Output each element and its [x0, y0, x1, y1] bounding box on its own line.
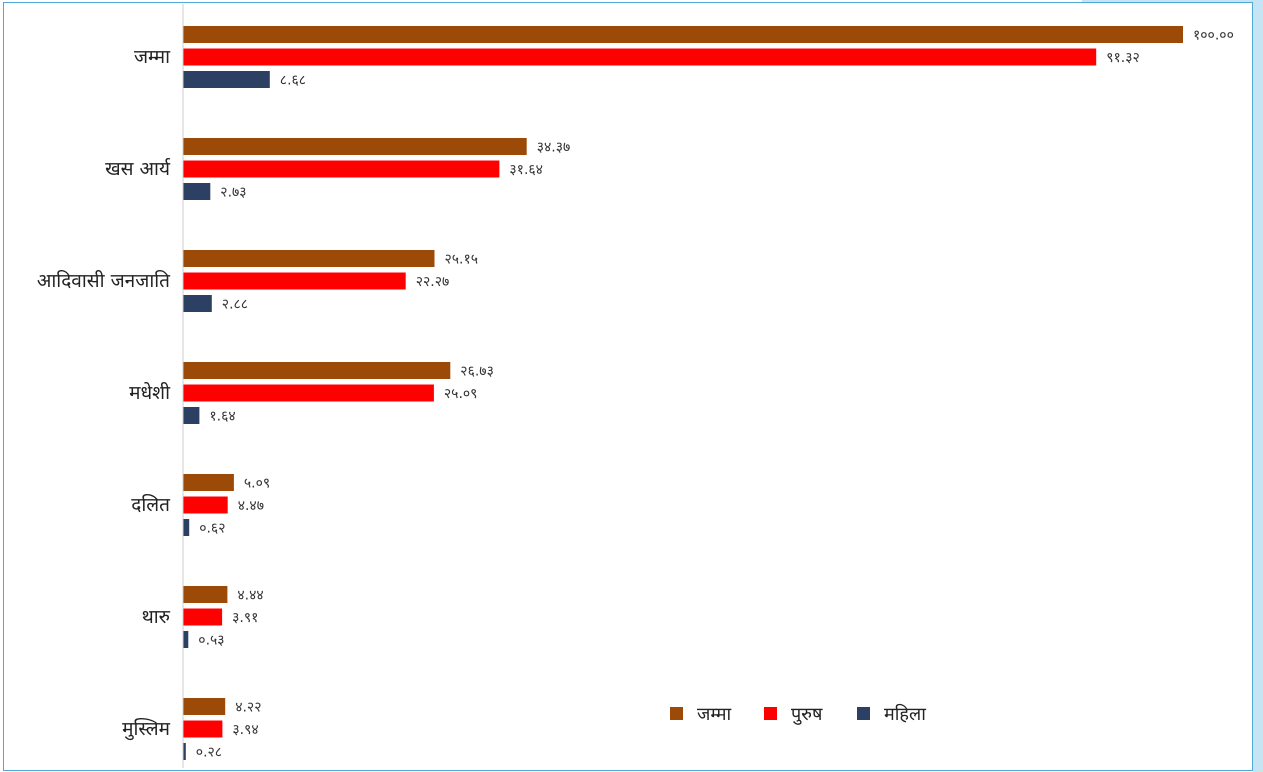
data-label: ०.२८ [196, 745, 222, 761]
legend-swatch [857, 707, 870, 720]
data-label: ९१.३२ [1106, 50, 1140, 66]
bar-1-3 [183, 384, 434, 402]
bar-0-3 [183, 362, 451, 379]
data-label: ०.६२ [199, 521, 225, 537]
bar-1-1 [183, 160, 500, 178]
window-edge-strip [1253, 0, 1263, 772]
data-label: ३४.३७ [537, 140, 571, 156]
bar-2-0 [183, 71, 270, 88]
data-label: ३१.६४ [509, 162, 543, 178]
data-label: २५.०९ [444, 386, 478, 402]
legend-label: पुरुष [791, 704, 823, 725]
category-label: आदिवासी जनजाति [37, 269, 171, 292]
category-label: मुस्लिम [122, 717, 171, 741]
bar-1-2 [183, 272, 406, 290]
legend: जम्मा पुरुष महिला [670, 703, 926, 725]
bar-2-2 [183, 295, 212, 312]
labels-layer: जम्मा १००.०० ९१.३२ ८.६८ खस आर्य ३४.३७ ३१.६४ २.७… [37, 28, 1234, 761]
category-label: मधेशी [129, 381, 171, 404]
bar-0-5 [183, 586, 228, 603]
bar-2-3 [183, 407, 200, 424]
data-label: ४.२२ [235, 700, 261, 716]
bar-2-6 [183, 743, 186, 760]
data-label: २.८८ [222, 297, 248, 313]
data-label: ८.६८ [280, 73, 306, 89]
bar-0-2 [183, 250, 435, 267]
bar-0-4 [183, 474, 234, 491]
bar-2-1 [183, 183, 211, 200]
legend-swatch [764, 707, 777, 720]
data-label: २५.१५ [445, 252, 479, 268]
bars-layer [183, 26, 1183, 760]
data-label: २.७३ [220, 185, 246, 201]
data-label: ०.५३ [198, 633, 224, 649]
legend-label: महिला [884, 703, 926, 725]
data-label: ३.९४ [232, 722, 258, 738]
legend-label: जम्मा [697, 704, 732, 725]
data-label: २६.७३ [460, 364, 494, 380]
category-label: थारु [142, 606, 171, 628]
data-label: ४.४४ [237, 588, 263, 604]
bar-1-6 [183, 720, 223, 738]
data-label: ५.०९ [244, 476, 270, 492]
category-label: खस आर्य [105, 157, 171, 180]
legend-swatch [670, 707, 683, 720]
category-label: जम्मा [134, 46, 171, 68]
bar-1-0 [183, 48, 1097, 66]
bar-1-4 [183, 496, 228, 514]
bar-0-0 [183, 26, 1183, 43]
data-label: ३.९१ [232, 610, 258, 626]
bar-0-6 [183, 698, 226, 715]
data-label: २२.२७ [416, 274, 450, 290]
data-label: ४.४७ [238, 498, 264, 514]
data-label: १००.०० [1193, 28, 1234, 44]
bar-2-5 [183, 631, 189, 648]
bar-1-5 [183, 608, 223, 626]
bar-0-1 [183, 138, 527, 155]
bar-2-4 [183, 519, 190, 536]
category-label: दलित [131, 493, 171, 516]
data-label: १.६४ [209, 409, 235, 425]
